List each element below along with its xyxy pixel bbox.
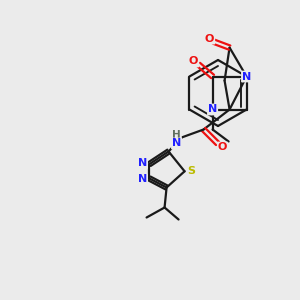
Text: N: N: [138, 158, 147, 168]
Text: N: N: [138, 175, 147, 184]
Text: O: O: [189, 56, 198, 67]
Text: N: N: [172, 139, 181, 148]
Text: H: H: [172, 130, 181, 140]
Text: O: O: [205, 34, 214, 44]
Text: S: S: [188, 166, 196, 176]
Text: N: N: [242, 71, 251, 82]
Text: N: N: [208, 104, 217, 115]
Text: O: O: [218, 142, 227, 152]
